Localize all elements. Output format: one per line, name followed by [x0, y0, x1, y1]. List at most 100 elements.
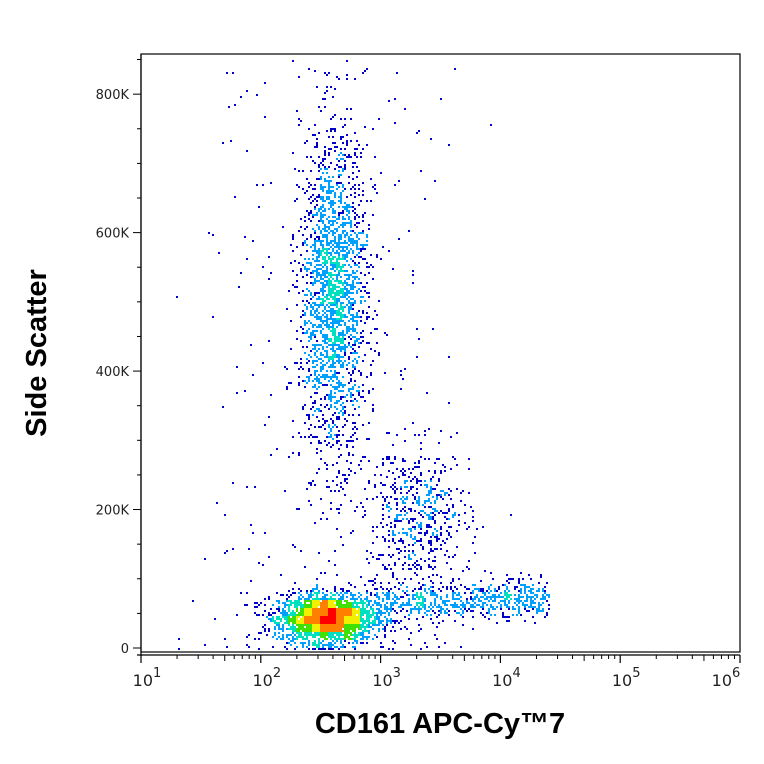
- data-point: [344, 634, 346, 636]
- data-point: [334, 642, 336, 644]
- data-point: [282, 602, 284, 604]
- data-point: [334, 320, 336, 322]
- data-point: [340, 620, 342, 622]
- data-point: [404, 616, 406, 618]
- data-point: [310, 608, 312, 610]
- data-point: [328, 202, 330, 204]
- data-point: [380, 474, 382, 476]
- data-point: [320, 288, 322, 290]
- data-point: [310, 620, 312, 622]
- data-point: [312, 644, 314, 646]
- data-point: [342, 342, 344, 344]
- data-point: [250, 524, 252, 526]
- data-point: [418, 540, 420, 542]
- data-point: [328, 626, 330, 628]
- data-point: [476, 528, 478, 530]
- data-point: [330, 284, 332, 286]
- data-point: [326, 230, 328, 232]
- data-point: [330, 428, 332, 430]
- data-point: [336, 462, 338, 464]
- data-point: [266, 616, 268, 618]
- data-point: [264, 628, 266, 630]
- data-point: [262, 362, 264, 364]
- data-point: [310, 304, 312, 306]
- data-point: [332, 602, 334, 604]
- data-point: [318, 644, 320, 646]
- data-point: [316, 452, 318, 454]
- data-point: [342, 414, 344, 416]
- data-point: [376, 608, 378, 610]
- data-point: [322, 204, 324, 206]
- data-point: [366, 498, 368, 500]
- data-point: [310, 616, 312, 618]
- data-point: [504, 594, 506, 596]
- data-point: [438, 494, 440, 496]
- data-point: [340, 276, 342, 278]
- data-point: [332, 190, 334, 192]
- data-point: [278, 618, 280, 620]
- data-point: [412, 608, 414, 610]
- data-point: [348, 212, 350, 214]
- data-point: [366, 558, 368, 560]
- data-point: [356, 244, 358, 246]
- data-point: [336, 230, 338, 232]
- data-point: [330, 86, 332, 88]
- data-point: [362, 384, 364, 386]
- data-point: [374, 578, 376, 580]
- data-point: [346, 630, 348, 632]
- data-point: [316, 308, 318, 310]
- data-point: [538, 588, 540, 590]
- data-point: [336, 340, 338, 342]
- data-point: [338, 246, 340, 248]
- data-point: [410, 534, 412, 536]
- data-point: [292, 152, 294, 154]
- data-point: [330, 186, 332, 188]
- data-point: [362, 506, 364, 508]
- data-point: [340, 308, 342, 310]
- data-point: [340, 350, 342, 352]
- data-point: [388, 458, 390, 460]
- data-point: [392, 574, 394, 576]
- data-point: [306, 592, 308, 594]
- data-point: [430, 542, 432, 544]
- data-point: [314, 282, 316, 284]
- data-point: [246, 486, 248, 488]
- data-point: [340, 642, 342, 644]
- data-point: [314, 278, 316, 280]
- data-point: [340, 338, 342, 340]
- data-point: [450, 436, 452, 438]
- data-point: [332, 438, 334, 440]
- data-point: [336, 442, 338, 444]
- data-point: [342, 336, 344, 338]
- data-point: [318, 248, 320, 250]
- data-point: [326, 248, 328, 250]
- data-point: [326, 620, 328, 622]
- data-point: [380, 522, 382, 524]
- data-point: [324, 274, 326, 276]
- data-point: [352, 324, 354, 326]
- data-point: [408, 594, 410, 596]
- data-point: [322, 414, 324, 416]
- data-point: [428, 498, 430, 500]
- data-point: [416, 540, 418, 542]
- data-point: [422, 584, 424, 586]
- data-point: [308, 320, 310, 322]
- data-point: [286, 628, 288, 630]
- data-point: [520, 572, 522, 574]
- data-point: [292, 588, 294, 590]
- data-point: [340, 192, 342, 194]
- data-point: [366, 630, 368, 632]
- data-point: [328, 226, 330, 228]
- data-point: [222, 142, 224, 144]
- data-point: [324, 92, 326, 94]
- data-point: [374, 620, 376, 622]
- data-point: [458, 520, 460, 522]
- data-point: [318, 642, 320, 644]
- data-point: [408, 600, 410, 602]
- data-point: [314, 604, 316, 606]
- data-point: [308, 380, 310, 382]
- data-point: [282, 638, 284, 640]
- data-point: [536, 612, 538, 614]
- data-point: [316, 588, 318, 590]
- data-point: [416, 132, 418, 134]
